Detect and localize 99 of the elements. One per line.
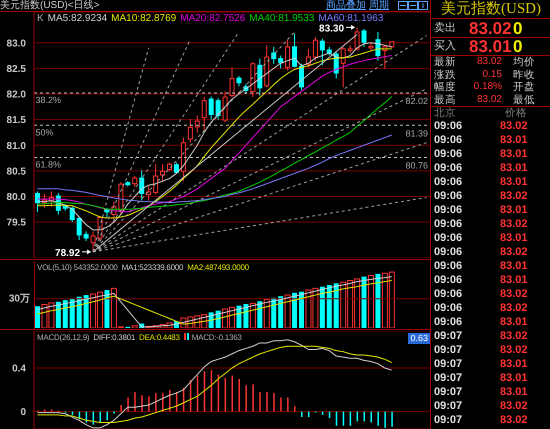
category-label: 09:07 bbox=[434, 372, 462, 385]
text: 83.02 bbox=[500, 120, 528, 133]
data-label: 83.02 bbox=[500, 302, 528, 315]
data-label: 83.01 bbox=[500, 260, 528, 273]
category-label: 09:07 bbox=[434, 358, 462, 371]
legend-title: VOL(5,10) 543352.0000 bbox=[37, 263, 118, 272]
ref-line-label: 80.76 bbox=[405, 160, 428, 171]
text: 83.01 bbox=[469, 37, 512, 56]
text: 83.02 bbox=[469, 19, 512, 38]
text: MA60:81.1963 bbox=[318, 13, 384, 24]
data-label: 83.01 bbox=[500, 176, 528, 189]
category-label: 09:06 bbox=[434, 162, 462, 175]
data-label: 83.01 bbox=[500, 386, 528, 399]
data-label: 83.02 bbox=[500, 218, 528, 231]
data-label: 83.01 bbox=[500, 232, 528, 245]
text: 最低 bbox=[513, 94, 535, 106]
text: MA2:487493.0000 bbox=[187, 263, 249, 272]
text: DIFF:0.3801 bbox=[93, 333, 136, 342]
y-tick-label: 0.4 bbox=[12, 364, 26, 375]
y-tick-label: 80.5 bbox=[6, 166, 26, 178]
text: DEA:0.4483 bbox=[139, 333, 180, 342]
annotation: 61.8% bbox=[35, 160, 62, 170]
text: 开盘 bbox=[513, 81, 535, 93]
data-label: 83.01 bbox=[500, 316, 528, 329]
data-label: 83.01 bbox=[500, 204, 528, 217]
category-label: 09:06 bbox=[434, 232, 462, 245]
category-label: 09:06 bbox=[434, 120, 462, 133]
text: MA10:82.8769 bbox=[111, 13, 176, 24]
annotation: 83.30 bbox=[319, 23, 344, 34]
text: 0.18% bbox=[474, 81, 502, 93]
y-tick-label: 82.0 bbox=[6, 90, 26, 101]
annotation: 50% bbox=[35, 127, 54, 138]
y-tick-label: 79.5 bbox=[6, 218, 26, 229]
data-label: 83.01 bbox=[500, 162, 528, 175]
legend-label: MACD:-0.1363 bbox=[190, 333, 242, 342]
text: MA40:81.9533 bbox=[249, 13, 314, 24]
data-label: 83.02 bbox=[500, 190, 528, 203]
category-label: 09:06 bbox=[434, 190, 462, 203]
text: 0 bbox=[513, 37, 522, 56]
text: 买入 bbox=[434, 40, 456, 53]
data-label: 83.01 bbox=[500, 274, 528, 287]
category-label: 09:07 bbox=[434, 344, 462, 357]
data-label: 83.02 bbox=[500, 288, 528, 301]
text: 最新 bbox=[434, 56, 456, 68]
y-tick-label: 81.0 bbox=[6, 140, 26, 152]
category-label: 09:06 bbox=[434, 134, 462, 147]
data-label: 83.02 bbox=[500, 246, 528, 259]
category-label: 09:06 bbox=[434, 246, 462, 259]
data-label: 83.02 bbox=[476, 94, 502, 106]
legend-title: K bbox=[37, 13, 44, 24]
data-label: 83.02 bbox=[500, 344, 528, 357]
text: 83.02 bbox=[476, 56, 502, 68]
y-tick-label: 82.5 bbox=[6, 64, 26, 75]
category-label: 09:06 bbox=[434, 176, 462, 189]
text: 昨收 bbox=[513, 68, 535, 80]
text: 价格 bbox=[505, 107, 527, 119]
text: MA5:82.9234 bbox=[48, 13, 108, 24]
category-label: 09:07 bbox=[434, 414, 462, 427]
text: 卖出 bbox=[434, 22, 456, 35]
data-label: 83.01 bbox=[500, 134, 528, 147]
text: 涨跌 bbox=[434, 68, 456, 80]
category-label: 09:07 bbox=[434, 386, 462, 399]
text: 0 bbox=[513, 19, 522, 38]
legend-title: MACD(26,12,9) bbox=[37, 333, 90, 342]
text: 均价 bbox=[513, 56, 535, 68]
category-label: 09:07 bbox=[434, 400, 462, 413]
y-tick-label: 0 bbox=[20, 407, 26, 418]
text: 0.15 bbox=[482, 68, 502, 80]
annotation: 78.92 bbox=[55, 248, 80, 259]
category-label: 09:06 bbox=[434, 288, 462, 301]
category-label: 09:06 bbox=[434, 204, 462, 217]
category-label: 09:06 bbox=[434, 316, 462, 329]
text: 最高 bbox=[434, 94, 456, 106]
category-label: 09:06 bbox=[434, 260, 462, 273]
category-label: 09:06 bbox=[434, 274, 462, 287]
category-label: 09:06 bbox=[434, 218, 462, 231]
category-label: 09:06 bbox=[434, 148, 462, 161]
text: 幅度 bbox=[434, 81, 456, 93]
data-label: 83.01 bbox=[500, 372, 528, 385]
text: MA20:82.7526 bbox=[180, 13, 246, 24]
y-tick-label: 80.0 bbox=[6, 192, 26, 204]
text: 北京 bbox=[434, 107, 456, 119]
data-label: 83.02 bbox=[500, 414, 528, 427]
ref-line-label: 82.02 bbox=[405, 96, 428, 106]
y-tick-label: 81.5 bbox=[6, 115, 26, 126]
data-label: 83.01 bbox=[500, 358, 528, 371]
text: 周期 bbox=[369, 0, 389, 11]
category-label: 09:06 bbox=[434, 302, 462, 315]
annotation: 0.63 bbox=[408, 333, 430, 344]
y-tick-label: 83.0 bbox=[6, 38, 26, 50]
data-label: 83.01 bbox=[500, 148, 528, 161]
data-label: 83.02 bbox=[500, 330, 528, 343]
text: 美元指数(USD) bbox=[440, 0, 542, 18]
data-label: 83.02 bbox=[500, 400, 528, 413]
ref-line-label: 30万 bbox=[8, 294, 30, 305]
text: MA1:523339.6000 bbox=[122, 263, 184, 272]
annotation: 38.2% bbox=[35, 94, 62, 105]
ref-line-label: 81.39 bbox=[405, 128, 428, 138]
category-label: 09:07 bbox=[434, 330, 462, 343]
